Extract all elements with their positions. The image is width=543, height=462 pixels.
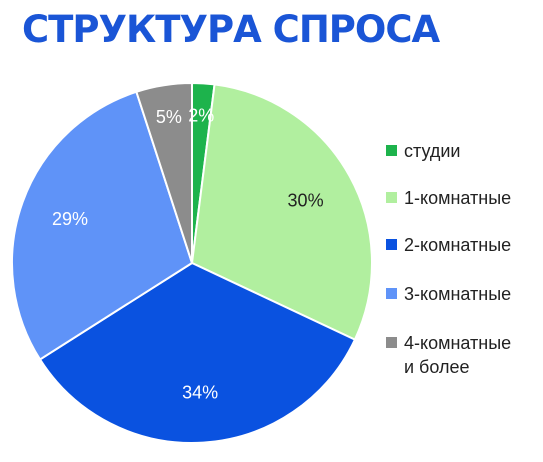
legend-label-студии: студии [404,141,460,161]
data-label-студии: 2% [188,106,214,126]
legend-swatch-студии [386,145,397,156]
data-label-2-комнатные: 34% [182,382,218,402]
pie-slice-3-комнатные [11,90,194,361]
legend-swatch-2-комнатные [386,239,397,250]
legend-label-3-комнатные: 3-комнатные [404,284,511,304]
legend: студии 1-комнатные 2-комнатные 3-комнатные 4… [386,141,511,377]
legend-label-4-комнатные-и-более: 4-комнатные и более [404,333,511,377]
chart-title: СТРУКТУРА СПРОСА [22,8,440,51]
legend-swatch-1-комнатные [386,192,397,203]
legend-label-2-комнатные: 2-комнатные [404,235,511,255]
pie-slices [11,81,373,444]
pie-slice-1-комнатные [190,83,373,341]
data-label-3-комнатные: 29% [52,209,88,229]
legend-label-1-комнатные: 1-комнатные [404,188,511,208]
legend-swatch-3-комнатные [386,288,397,299]
legend-swatch-4-комнатные-и-более [386,337,397,348]
data-label-1-комнатные: 30% [288,191,324,211]
data-labels: 2% 30% 34% 29% 5% [52,106,324,403]
data-label-4-комнатные-и-более: 5% [156,107,182,127]
pie-slice-2-комнатные [38,261,357,444]
pie-slice-4-комнатные-и-более [135,81,193,264]
